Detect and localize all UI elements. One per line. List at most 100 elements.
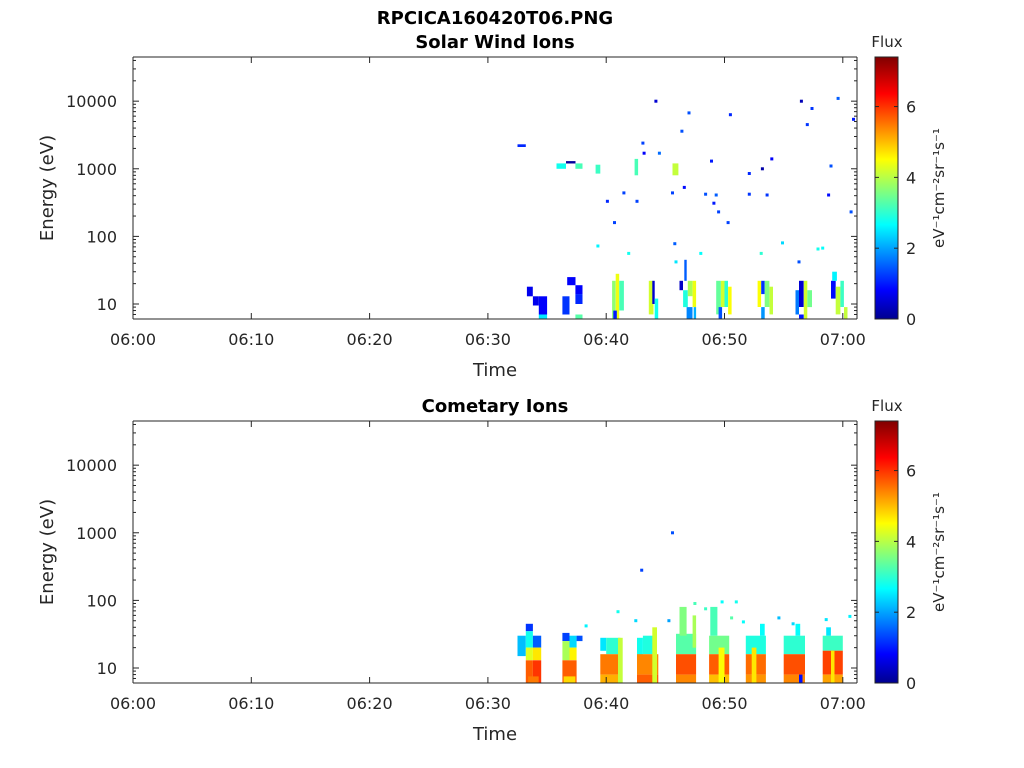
- y-tick-label: 10: [97, 295, 117, 314]
- heatmap-dot: [699, 251, 703, 255]
- heatmap-dot: [657, 151, 661, 155]
- heatmap-cell: [576, 635, 583, 642]
- heatmap-cell: [728, 286, 732, 315]
- heatmap-dot: [730, 616, 734, 620]
- heatmap-cell: [757, 280, 762, 307]
- heatmap-cell: [538, 314, 548, 319]
- heatmap-cell: [799, 314, 804, 319]
- heatmap-dot: [799, 99, 803, 103]
- heatmap-cell: [556, 163, 566, 169]
- heatmap-cell: [672, 163, 679, 176]
- heatmap-cell: [692, 615, 697, 648]
- heatmap-cell: [526, 286, 533, 297]
- heatmap-cell: [724, 280, 728, 307]
- x-tick-label: 06:50: [701, 330, 747, 349]
- heatmap-cell: [575, 163, 583, 169]
- heatmap-dot: [728, 113, 732, 117]
- heatmap-cell: [795, 623, 801, 636]
- heatmap-cell: [676, 633, 697, 655]
- heatmap-cell: [721, 280, 725, 307]
- x-tick-label: 06:50: [701, 694, 747, 713]
- heatmap-dot: [687, 111, 691, 115]
- x-tick-label: 07:00: [820, 330, 866, 349]
- heatmap-cell: [562, 296, 570, 315]
- heatmap-cell: [799, 674, 803, 683]
- heatmap-cell: [826, 627, 831, 636]
- heatmap-cell: [562, 632, 570, 642]
- heatmap-cell: [652, 627, 657, 683]
- heatmap-cell: [751, 647, 757, 683]
- heatmap-cell: [595, 164, 601, 174]
- heatmap-dot: [829, 164, 833, 168]
- heatmap-cell: [799, 280, 804, 307]
- heatmap-cell: [693, 307, 697, 319]
- heatmap-dot: [671, 191, 674, 195]
- heatmap-cell: [692, 280, 697, 307]
- heatmap-cell: [783, 654, 805, 675]
- heatmap-dot: [805, 123, 809, 127]
- x-tick-label: 06:20: [347, 694, 393, 713]
- heatmap-dot: [622, 191, 626, 195]
- heatmap-dot: [710, 159, 713, 163]
- heatmap-cell: [525, 631, 533, 648]
- heatmap-cell: [760, 623, 765, 636]
- heatmap-cell: [575, 294, 583, 304]
- heatmap-cell: [566, 161, 576, 164]
- heatmap-cell: [710, 606, 718, 636]
- heatmap-dot: [810, 107, 814, 110]
- y-tick-label: 1000: [76, 524, 117, 543]
- y-tick-label: 10: [97, 659, 117, 678]
- heatmap-dot: [741, 620, 745, 624]
- heatmap-cell: [844, 307, 848, 319]
- heatmap-dot: [852, 117, 855, 121]
- x-axis-label: Time: [472, 724, 517, 745]
- heatmap-cell: [679, 606, 687, 636]
- heatmap-cell: [575, 285, 583, 295]
- heatmap-cell: [612, 280, 616, 319]
- heatmap-cell: [567, 277, 576, 286]
- heatmap-cell: [569, 635, 577, 648]
- heatmap-cell: [634, 158, 639, 176]
- heatmap-dot: [634, 619, 638, 623]
- heatmap-cell: [795, 290, 799, 315]
- x-tick-label: 06:40: [583, 330, 629, 349]
- heatmap-dot: [640, 568, 644, 572]
- heatmap-dot: [704, 607, 708, 611]
- heatmap-dot: [712, 201, 716, 205]
- heatmap-cell: [783, 635, 805, 655]
- heatmap-dot: [726, 221, 730, 225]
- heatmap-dot: [714, 193, 718, 197]
- colorbar: [874, 420, 899, 684]
- colorbar-title: Flux: [871, 33, 902, 51]
- heatmap-cell: [745, 635, 766, 655]
- heatmap-dot: [674, 260, 678, 264]
- heatmap-cell: [769, 286, 773, 315]
- colorbar-title: Flux: [871, 397, 902, 415]
- heatmap-dot: [827, 193, 831, 197]
- heatmap-cell: [613, 310, 617, 319]
- heatmap-dot: [821, 246, 825, 250]
- heatmap-cell: [718, 647, 725, 683]
- heatmap-cell: [532, 660, 542, 683]
- colorbar-tick-label: 6: [906, 462, 916, 481]
- heatmap-cell: [684, 259, 687, 281]
- heatmap-cell: [648, 280, 654, 315]
- heatmap-dot: [635, 199, 639, 203]
- colorbar-label: eV⁻¹cm⁻²sr⁻¹s⁻¹: [930, 128, 948, 248]
- heatmap-cell: [683, 290, 688, 308]
- heatmap-dot: [682, 185, 686, 189]
- heatmap-cell: [525, 623, 533, 632]
- colorbar-tick-label: 6: [906, 98, 916, 117]
- heatmap-dot: [747, 192, 751, 196]
- heatmap-cell: [525, 647, 533, 661]
- heatmap-cell: [686, 307, 693, 319]
- heatmap-dot: [734, 600, 738, 604]
- colorbar-tick-label: 0: [906, 674, 916, 693]
- heatmap-dot: [797, 260, 801, 264]
- heatmap-dot: [584, 624, 588, 628]
- panel-solar-wind: Solar Wind Ions Time Energy (eV) Flux eV…: [37, 32, 948, 381]
- heatmap-cell: [600, 674, 622, 683]
- heatmap-cell: [637, 674, 659, 683]
- heatmap-dot: [781, 241, 784, 245]
- heatmap-cell: [619, 280, 624, 311]
